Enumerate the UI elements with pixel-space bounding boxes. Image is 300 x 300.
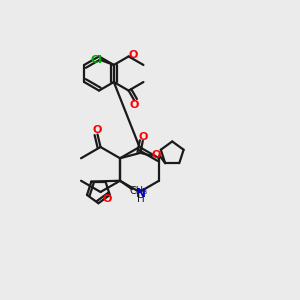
Text: O: O xyxy=(103,194,112,204)
Text: O: O xyxy=(138,132,148,142)
Text: O: O xyxy=(129,50,138,61)
Text: H: H xyxy=(136,194,144,204)
Text: O: O xyxy=(92,125,102,136)
Text: O: O xyxy=(129,100,138,110)
Text: N: N xyxy=(135,187,146,200)
Text: CH₃: CH₃ xyxy=(130,186,148,196)
Text: O: O xyxy=(151,150,161,160)
Text: Cl: Cl xyxy=(91,55,102,64)
